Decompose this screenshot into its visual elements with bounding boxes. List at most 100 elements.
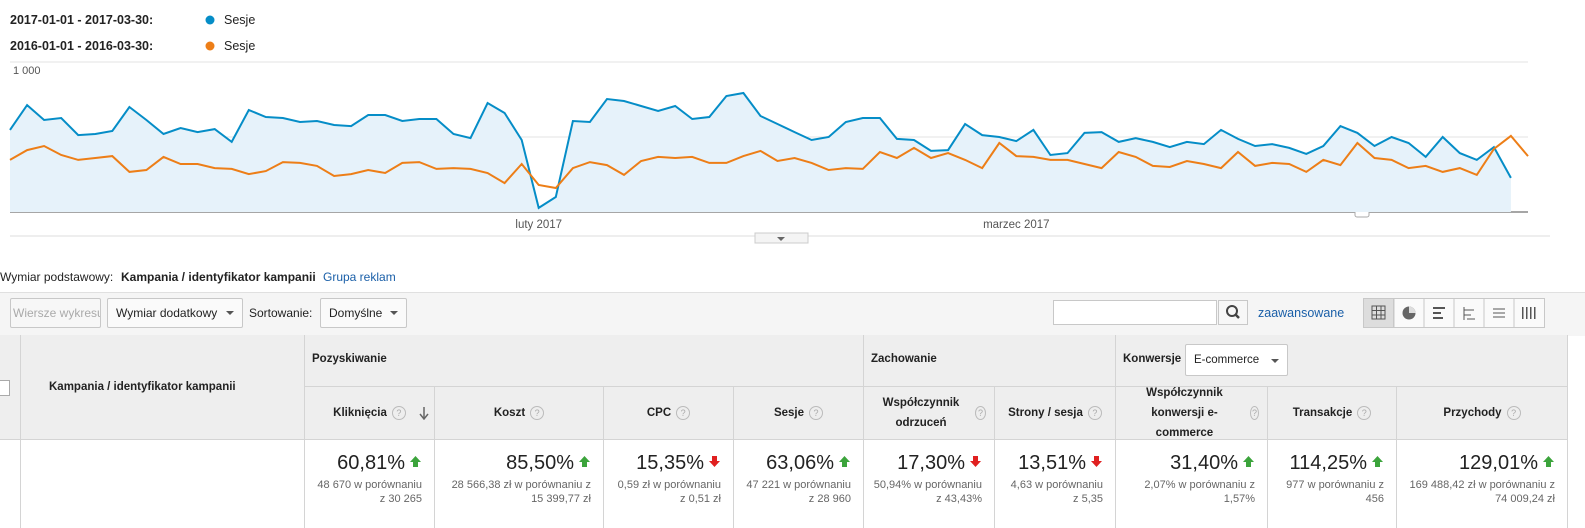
kpi-comparison: 47 221 w porównaniu z 28 960 [746, 479, 851, 505]
x-tick-label: marzec 2017 [983, 219, 1049, 231]
kpi-change-text: 129,01% [1459, 452, 1538, 474]
group-selector[interactable]: E-commerce [1185, 344, 1288, 376]
x-tick-label: luty 2017 [515, 219, 562, 231]
trend-arrow [579, 456, 590, 467]
kpi-change-text: 31,40% [1170, 452, 1238, 474]
column-label: CPC [646, 407, 672, 419]
legend-swatch [205, 15, 215, 25]
column-label: Koszt [493, 407, 526, 419]
kpi-change-text: 63,06% [766, 452, 834, 474]
sort-indicator [419, 407, 429, 420]
caret [1271, 359, 1279, 363]
column-label: Współczynnik odrzuceń [882, 397, 960, 429]
caret [390, 311, 398, 315]
trend-arrow [839, 456, 850, 467]
column-label: Współczynnik konwersji e-commerce [1146, 387, 1223, 439]
kpi-comparison: 169 488,42 zł w porównaniu z 74 009,24 z… [1409, 479, 1555, 505]
kpi-change-text: 17,30% [897, 452, 965, 474]
column-header[interactable]: Koszt? [435, 387, 604, 440]
help-icon: ? [1087, 406, 1102, 420]
legend-swatch [205, 41, 215, 51]
kpi-cell: 129,01% 169 488,42 zł w porównaniu z 74 0… [1397, 440, 1568, 528]
trend-arrow [410, 456, 421, 467]
primary-dimension-label: Wymiar podstawowy: [0, 270, 114, 284]
secondary-dimension-dropdown[interactable]: Wymiar dodatkowy [107, 298, 243, 328]
kpi-comparison: 0,59 zł w porównaniu z 0,51 zł [617, 479, 721, 505]
series-line [9, 91, 1512, 210]
sort-dropdown[interactable]: Domyślne [320, 298, 407, 328]
help-icon: ? [391, 406, 406, 420]
sort-value: Domyślne [329, 306, 383, 320]
trend-arrow [970, 456, 981, 467]
group-header: Pozyskiwanie [305, 335, 864, 387]
search-button[interactable] [1218, 300, 1248, 325]
group-header: Konwersje E-commerce [1116, 335, 1568, 387]
kpi-change-text: 85,50% [506, 452, 574, 474]
column-header[interactable]: Współczynnik odrzuceń? [864, 387, 995, 440]
view-switcher[interactable] [1363, 298, 1545, 328]
kpi-change: 31,40% [1170, 452, 1255, 475]
kpi-change: 114,25% [1290, 452, 1384, 475]
trend-arrow [1243, 456, 1254, 467]
column-header[interactable]: Kliknięcia? [305, 387, 435, 440]
column-header[interactable]: Transakcje? [1268, 387, 1397, 440]
group-selector-text: E-commerce [1194, 354, 1260, 366]
help-icon: ? [1506, 406, 1521, 420]
help-icon: ? [530, 406, 545, 420]
kpi-change-text: 15,35% [636, 452, 704, 474]
advanced-link[interactable]: zaawansowane [1258, 306, 1345, 320]
kpi-cell: 60,81% 48 670 w porównaniu z 30 265 [305, 440, 435, 528]
kpi-change: 17,30% [897, 452, 982, 475]
series-line [9, 134, 1529, 190]
plot-rows-button[interactable]: Wiersze wykresu [10, 298, 101, 328]
alternate-dimension-link[interactable]: Grupa reklam [323, 270, 396, 284]
legend-label: Sesje [224, 39, 255, 53]
kpi-comparison: 2,07% w porównaniu z 1,57% [1144, 479, 1255, 505]
trend-arrow [1543, 456, 1554, 467]
kpi-change-text: 114,25% [1289, 452, 1367, 474]
group-label: Pozyskiwanie [312, 353, 387, 365]
area [10, 93, 1511, 212]
help-icon: ? [676, 406, 691, 420]
group-header: Zachowanie [864, 335, 1116, 387]
kpi-comparison: 28 566,38 zł w porównaniu z 15 399,77 zł [451, 479, 591, 505]
help-icon: ? [1357, 406, 1372, 420]
legend-range: 2017-01-01 - 2017-03-30: [10, 13, 153, 27]
kpi-cell: 63,06% 47 221 w porównaniu z 28 960 [734, 440, 864, 528]
kpi-change: 13,51% [1018, 452, 1103, 475]
kpi-change: 63,06% [766, 452, 851, 475]
column-header[interactable]: Sesje? [734, 387, 864, 440]
kpi-comparison: 4,63 w porównaniu z 5,35 [1010, 479, 1103, 505]
column-header[interactable]: Strony / sesja? [995, 387, 1116, 440]
dimension-cell [0, 440, 305, 528]
column-header[interactable]: Współczynnik konwersji e-commerce? [1116, 387, 1268, 440]
trend-arrow [1372, 456, 1383, 467]
kpi-cell: 13,51% 4,63 w porównaniu z 5,35 [995, 440, 1116, 528]
select-all-checkbox[interactable] [0, 380, 10, 396]
kpi-change: 15,35% [636, 452, 721, 475]
y-tick-label: 1 000 [13, 65, 41, 77]
dimension-header-text: Kampania / identyfikator kampanii [49, 381, 236, 393]
dimension-header[interactable]: Kampania / identyfikator kampanii [21, 335, 305, 440]
column-header[interactable]: Przychody? [1397, 387, 1568, 440]
row-divider [20, 440, 21, 528]
toolbar [0, 292, 1585, 336]
kpi-cell: 31,40% 2,07% w porównaniu z 1,57% [1116, 440, 1268, 528]
sort-label: Sortowanie: [249, 306, 313, 320]
column-header[interactable]: CPC? [604, 387, 734, 440]
column-label: Strony / sesja [1008, 407, 1083, 419]
kpi-change: 60,81% [337, 452, 422, 475]
kpi-change: 129,01% [1459, 452, 1555, 475]
kpi-comparison: 977 w porównaniu z 456 [1286, 479, 1384, 505]
trend-arrow [1091, 456, 1102, 467]
search-input[interactable] [1053, 300, 1217, 325]
column-label: Transakcje [1292, 407, 1353, 419]
group-label: Zachowanie [871, 353, 937, 365]
group-label: Konwersje [1123, 353, 1182, 365]
help-icon: ? [1249, 406, 1259, 420]
trend-arrow [709, 456, 720, 467]
column-label: Sesje [773, 407, 805, 419]
